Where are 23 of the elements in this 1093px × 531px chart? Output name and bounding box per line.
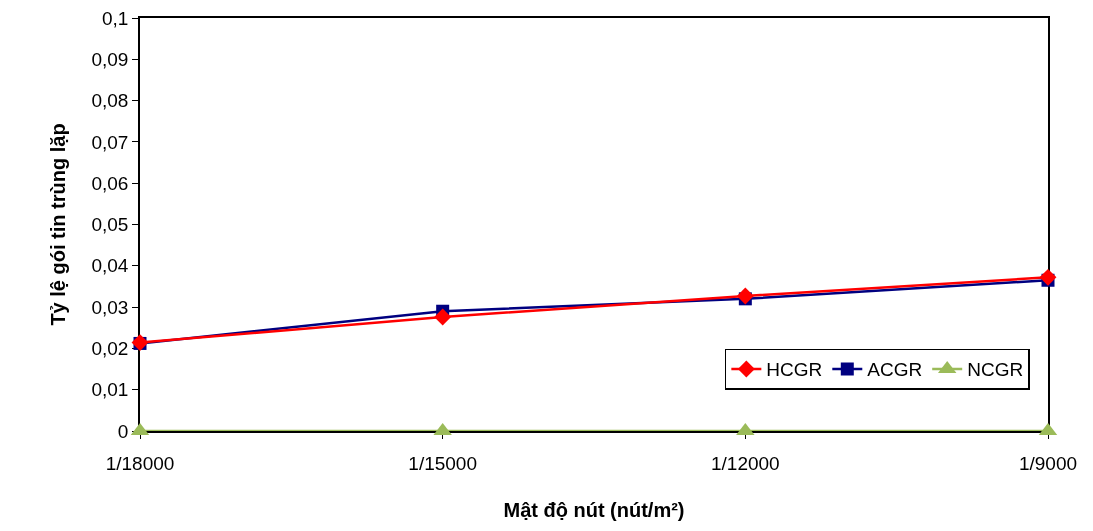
y-tick-label: 0,09 — [91, 48, 129, 70]
x-tick-label: 1/12000 — [710, 452, 780, 474]
y-axis-title: Tỷ lệ gói tin trùng lặp — [47, 123, 70, 326]
point — [434, 308, 452, 326]
x-tick-label: 1/15000 — [408, 452, 478, 474]
point — [736, 287, 754, 305]
legend-label: NCGR — [967, 359, 1024, 381]
y-tick-label: 0,1 — [102, 7, 129, 29]
y-tick-label: 0 — [117, 420, 129, 442]
y-tick-label: 0,07 — [91, 131, 129, 153]
y-tick-label: 0,06 — [91, 172, 129, 194]
y-tick-label: 0,04 — [91, 255, 129, 277]
x-axis-title: Mật độ nút (nút/m²) — [503, 498, 685, 521]
x-tick-label: 1/9000 — [1018, 452, 1078, 474]
legend-label: HCGR — [766, 359, 823, 381]
y-tick-label: 0,02 — [91, 338, 129, 360]
legend-label: ACGR — [867, 359, 923, 381]
y-tick-label: 0,05 — [91, 214, 129, 236]
y-tick-label: 0,03 — [91, 296, 129, 318]
point — [1039, 268, 1057, 286]
y-tick-label: 0,01 — [91, 379, 129, 401]
x-tick-label: 1/18000 — [105, 452, 175, 474]
y-tick-label: 0,08 — [91, 90, 129, 112]
